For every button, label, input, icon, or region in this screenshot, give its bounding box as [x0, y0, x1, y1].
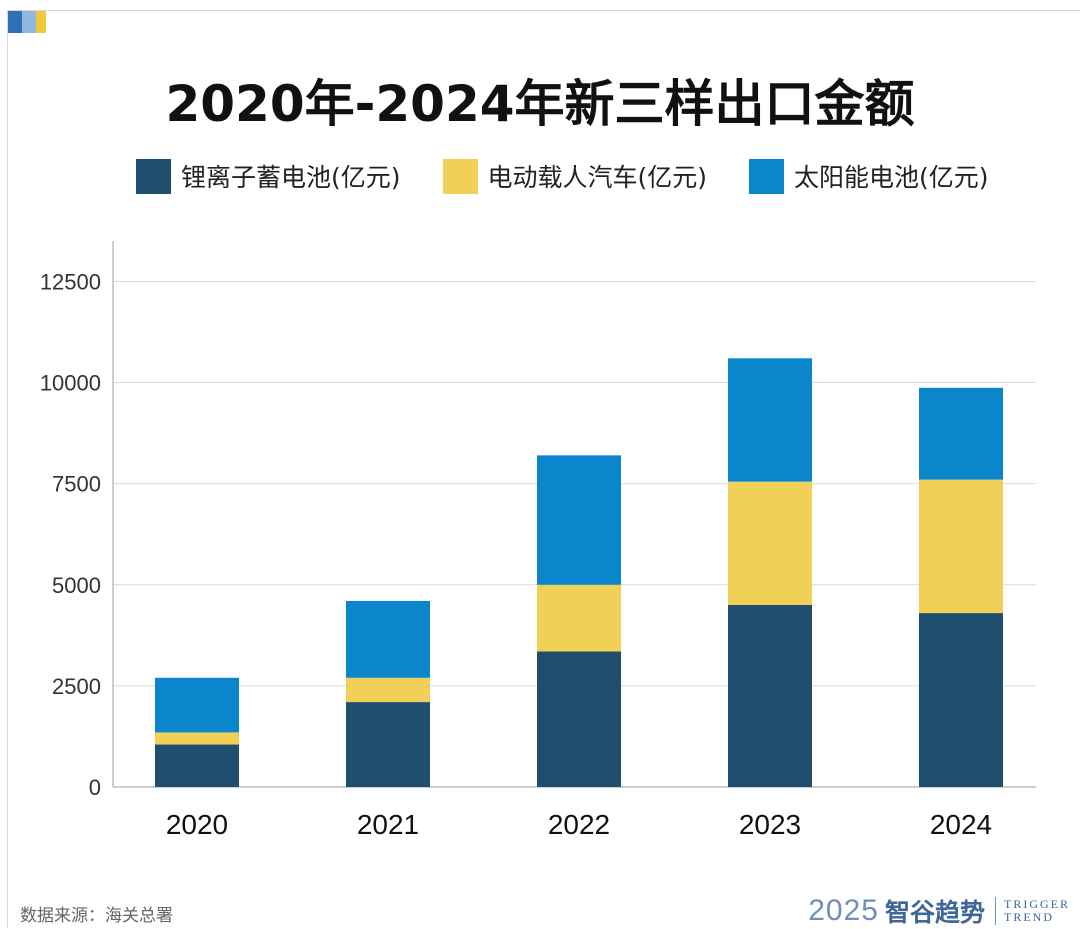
- brand-english-line2: TREND: [1004, 910, 1054, 924]
- bar-segment-2022-series-1: [537, 584, 621, 652]
- y-tick-label: 12500: [40, 269, 101, 294]
- bar-segment-2021-series-2: [346, 600, 430, 678]
- bar-segment-2024-series-0: [919, 613, 1003, 787]
- chart-legend: 锂离子蓄电池(亿元) 电动载人汽车(亿元) 太阳能电池(亿元): [136, 158, 1031, 194]
- bar-segment-2024-series-2: [919, 387, 1003, 480]
- data-source-note: 数据来源：海关总署: [20, 906, 173, 926]
- bar-segment-2023-series-2: [728, 358, 812, 482]
- legend-item-electric-vehicle: 电动载人汽车(亿元): [442, 158, 708, 194]
- figure-frame: [7, 10, 1080, 928]
- bar-segment-2023-series-1: [728, 481, 812, 605]
- legend-label: 太阳能电池(亿元): [794, 163, 989, 192]
- brand-logo: 2025 智谷趋势 TRIGGER TREND: [808, 893, 1070, 929]
- bar-segment-2023-series-0: [728, 605, 812, 787]
- x-tick-label: 2020: [166, 809, 228, 840]
- legend-label: 锂离子蓄电池(亿元): [181, 163, 401, 192]
- legend-item-solar-cell: 太阳能电池(亿元): [749, 158, 989, 194]
- bar-segment-2021-series-1: [346, 677, 430, 703]
- y-tick-label: 7500: [52, 472, 101, 497]
- x-tick-label: 2022: [548, 809, 610, 840]
- brand-year: 2025: [808, 894, 879, 927]
- y-tick-label: 10000: [40, 371, 101, 396]
- y-tick-label: 2500: [52, 674, 101, 699]
- x-tick-label: 2021: [357, 809, 419, 840]
- brand-english: TRIGGER TREND: [1004, 898, 1070, 924]
- bar-segment-2022-series-2: [537, 455, 621, 585]
- brand-english-line1: TRIGGER: [1004, 897, 1070, 911]
- legend-swatch: [749, 158, 785, 194]
- corner-accent: [8, 11, 46, 33]
- bar-segment-2024-series-1: [919, 479, 1003, 614]
- bar-segment-2020-series-0: [155, 744, 239, 787]
- legend-item-lithium-battery: 锂离子蓄电池(亿元): [136, 158, 401, 194]
- legend-swatch: [442, 158, 478, 194]
- bar-segment-2020-series-2: [155, 677, 239, 733]
- legend-label: 电动载人汽车(亿元): [487, 163, 708, 192]
- y-tick-label: 0: [89, 775, 101, 800]
- x-tick-label: 2024: [930, 809, 992, 840]
- brand-name: 智谷趋势: [884, 898, 985, 927]
- chart-title: 2020年-2024年新三样出口金额: [165, 75, 915, 133]
- x-tick-label: 2023: [739, 809, 801, 840]
- bar-segment-2021-series-0: [346, 702, 430, 787]
- legend-swatch: [136, 158, 171, 194]
- bar-segment-2022-series-0: [537, 651, 621, 787]
- bar-segment-2020-series-1: [155, 732, 239, 745]
- y-tick-label: 5000: [52, 573, 101, 598]
- brand-divider: [995, 897, 996, 925]
